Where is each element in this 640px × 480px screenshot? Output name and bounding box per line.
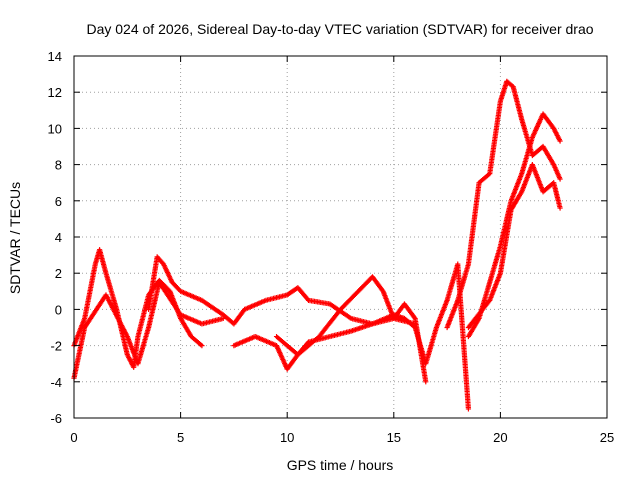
chart-title: Day 024 of 2026, Sidereal Day-to-day VTE…	[86, 21, 593, 37]
x-tick-label: 0	[70, 430, 77, 445]
y-tick-label: 4	[55, 230, 62, 245]
data-point	[423, 379, 429, 385]
y-tick-label: 12	[48, 85, 62, 100]
grid	[74, 56, 607, 418]
x-tick-label: 10	[280, 430, 294, 445]
data-point	[220, 315, 226, 322]
x-tick-label: 5	[177, 430, 184, 445]
data-point	[557, 205, 563, 211]
series-track-8	[465, 162, 563, 331]
series-track-4	[273, 274, 429, 385]
y-tick-label: 8	[55, 158, 62, 173]
data-point	[465, 406, 472, 412]
series-track-2	[146, 254, 418, 327]
x-tick-label: 20	[493, 430, 507, 445]
y-tick-label: 0	[55, 302, 62, 317]
plot-frame	[73, 55, 608, 419]
x-tick-label: 25	[600, 430, 614, 445]
y-tick-label: 6	[55, 194, 62, 209]
series-track-1	[71, 247, 205, 370]
series-track-7	[465, 111, 563, 340]
data-point	[557, 138, 563, 144]
y-tick-label: 10	[48, 121, 62, 136]
data-point	[557, 176, 563, 182]
y-tick-label: 2	[55, 266, 62, 281]
y-tick-label: 14	[48, 49, 62, 64]
y-tick-label: -6	[50, 411, 62, 426]
data-point	[199, 343, 205, 349]
y-axis-label: SDTVAR / TECUs	[7, 182, 23, 294]
x-axis-label: GPS time / hours	[287, 457, 394, 473]
axis-ticks: 0 5 10 15 20 25 -6 -4 -2 0 2 4 6 8 10 12 14	[48, 49, 615, 445]
data-points	[71, 78, 563, 412]
x-tick-label: 15	[387, 430, 401, 445]
y-tick-label: -2	[50, 339, 62, 354]
y-tick-label: -4	[50, 375, 62, 390]
series-track-3	[231, 261, 472, 412]
series-track-5	[71, 279, 226, 381]
